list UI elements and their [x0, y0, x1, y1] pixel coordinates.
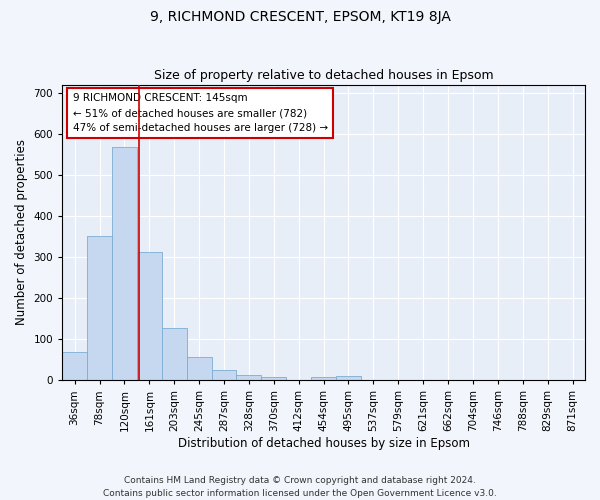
- Y-axis label: Number of detached properties: Number of detached properties: [15, 140, 28, 326]
- Title: Size of property relative to detached houses in Epsom: Size of property relative to detached ho…: [154, 69, 493, 82]
- Bar: [62, 352, 87, 380]
- Bar: [112, 147, 137, 380]
- Bar: [262, 378, 286, 380]
- Bar: [87, 236, 112, 380]
- Bar: [187, 357, 212, 380]
- Bar: [212, 370, 236, 380]
- Bar: [236, 374, 262, 380]
- Bar: [311, 377, 336, 380]
- Bar: [336, 376, 361, 380]
- Bar: [137, 252, 162, 380]
- Text: 9, RICHMOND CRESCENT, EPSOM, KT19 8JA: 9, RICHMOND CRESCENT, EPSOM, KT19 8JA: [149, 10, 451, 24]
- X-axis label: Distribution of detached houses by size in Epsom: Distribution of detached houses by size …: [178, 437, 470, 450]
- Text: Contains HM Land Registry data © Crown copyright and database right 2024.
Contai: Contains HM Land Registry data © Crown c…: [103, 476, 497, 498]
- Text: 9 RICHMOND CRESCENT: 145sqm
← 51% of detached houses are smaller (782)
47% of se: 9 RICHMOND CRESCENT: 145sqm ← 51% of det…: [73, 94, 328, 133]
- Bar: [162, 328, 187, 380]
